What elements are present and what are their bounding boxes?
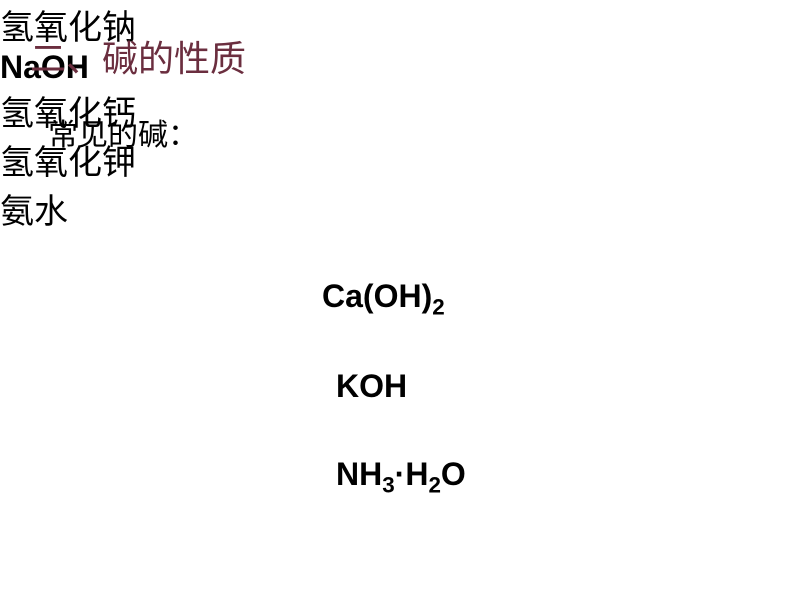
formula-part: O	[441, 456, 466, 492]
formula-subscript: 2	[432, 294, 444, 319]
compound-row-4: 氨水	[0, 184, 794, 233]
compound-formula-nh3h2o: NH3·H2O	[336, 456, 466, 498]
formula-subscript: 2	[428, 472, 440, 497]
subtitle-common-bases: 常见的碱：	[48, 110, 198, 154]
compound-formula-koh: KOH	[336, 368, 407, 405]
section-title: 二、碱的性质	[30, 30, 246, 82]
formula-subscript: 3	[382, 472, 394, 497]
formula-part: NH	[336, 456, 382, 492]
compound-formula-caoh2: Ca(OH)2	[322, 278, 445, 320]
formula-base: Ca(OH)	[322, 278, 432, 314]
compound-name-ammonia: 氨水	[0, 194, 68, 231]
formula-text: KOH	[336, 368, 407, 404]
formula-text: Ca(OH)2	[322, 278, 445, 314]
formula-text: NH3·H2O	[336, 456, 466, 492]
formula-part: ·H	[395, 456, 429, 492]
